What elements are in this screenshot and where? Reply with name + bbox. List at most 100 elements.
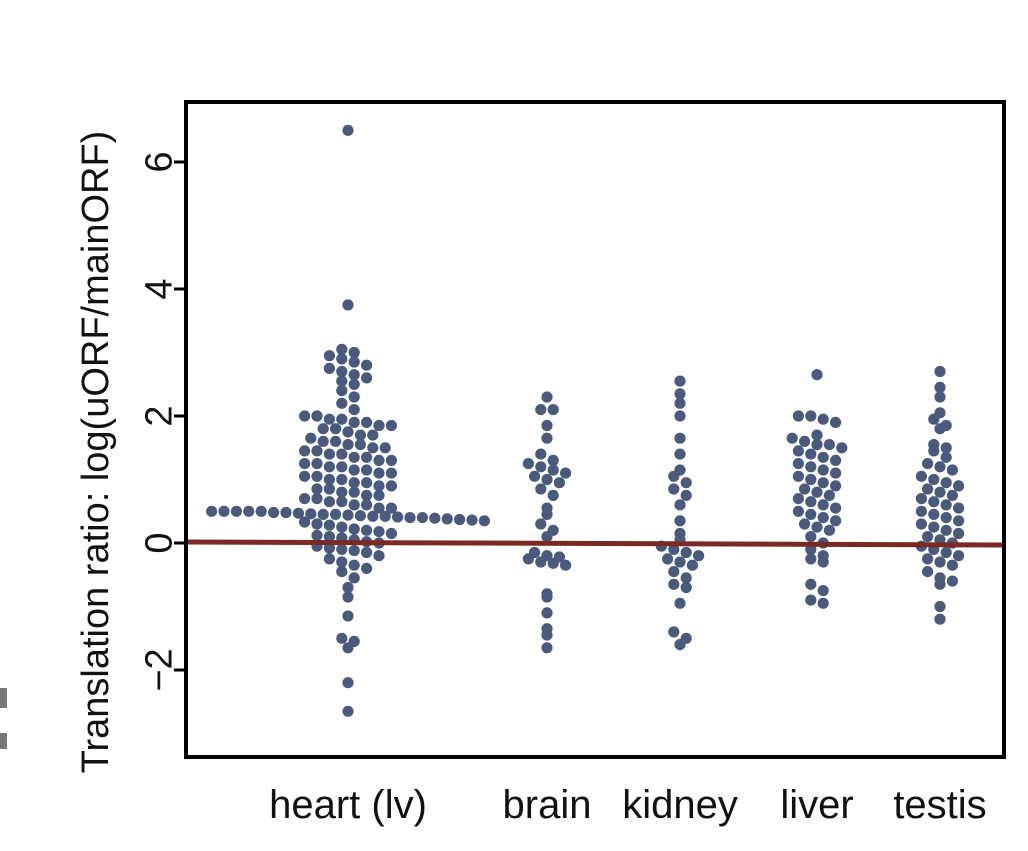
- data-point-testis-17: [953, 480, 965, 492]
- data-point-heartlv-12: [336, 375, 348, 387]
- data-point-liver-16: [805, 461, 817, 473]
- data-point-kidney-5: [674, 448, 686, 460]
- data-point-brain-25: [535, 556, 547, 568]
- data-point-brain-17: [541, 508, 553, 520]
- data-point-heartlv-68: [299, 493, 311, 505]
- data-point-testis-29: [915, 518, 928, 530]
- data-point-brain-2: [547, 404, 559, 416]
- data-point-brain-18: [535, 518, 547, 530]
- data-point-heartlv-118: [373, 550, 385, 562]
- data-point-kidney-11: [674, 499, 686, 511]
- data-point-liver-7: [799, 435, 811, 447]
- data-point-heartlv-17: [348, 404, 360, 416]
- data-point-heartlv-5: [336, 353, 348, 365]
- data-point-heartlv-79: [243, 505, 255, 517]
- data-point-testis-12: [934, 461, 946, 473]
- data-point-brain-7: [522, 458, 535, 470]
- data-point-heartlv-96: [454, 513, 466, 526]
- data-point-liver-32: [817, 511, 829, 524]
- data-point-brain-15: [547, 489, 559, 501]
- data-point-heartlv-88: [354, 510, 366, 522]
- data-point-heartlv-29: [354, 429, 366, 441]
- data-point-testis-15: [928, 473, 940, 486]
- plot-area: [184, 100, 1006, 759]
- data-point-brain-33: [541, 642, 553, 654]
- data-point-heartlv-16: [336, 397, 348, 409]
- data-point-testis-10: [940, 451, 952, 463]
- data-point-kidney-27: [668, 626, 680, 638]
- data-point-kidney-29: [674, 639, 686, 651]
- data-point-heartlv-108: [323, 531, 335, 543]
- data-point-heartlv-125: [342, 581, 354, 594]
- edge-mark-top: [0, 688, 7, 708]
- data-point-brain-11: [529, 470, 541, 482]
- y-tick-label: 4: [138, 278, 180, 299]
- data-point-heartlv-75: [385, 502, 397, 514]
- data-point-heartlv-93: [416, 511, 428, 524]
- data-point-kidney-1: [674, 388, 686, 400]
- data-point-testis-9: [928, 445, 940, 457]
- data-point-heartlv-85: [317, 508, 329, 520]
- data-point-testis-18: [922, 483, 934, 495]
- data-point-testis-42: [946, 559, 959, 571]
- data-point-liver-9: [823, 439, 836, 451]
- data-point-kidney-12: [674, 515, 686, 527]
- data-point-testis-39: [953, 550, 965, 562]
- data-point-liver-24: [811, 486, 823, 498]
- data-point-heartlv-24: [373, 419, 385, 432]
- x-axis: heart (lv) brain kidney liver testis: [269, 783, 987, 827]
- data-point-testis-16: [940, 477, 952, 489]
- data-point-heartlv-132: [342, 705, 354, 717]
- data-point-kidney-7: [668, 470, 680, 482]
- plot-frame: [184, 100, 1006, 759]
- data-point-heartlv-59: [361, 477, 373, 489]
- data-point-heartlv-61: [385, 480, 397, 492]
- data-point-liver-36: [823, 524, 836, 536]
- data-point-liver-37: [805, 531, 817, 543]
- data-point-heartlv-57: [336, 473, 348, 486]
- data-point-heartlv-95: [441, 513, 453, 525]
- data-point-heartlv-0: [342, 124, 354, 136]
- x-category-label: brain: [503, 783, 592, 827]
- data-point-heartlv-44: [373, 454, 385, 466]
- data-point-brain-32: [541, 629, 553, 641]
- data-point-heartlv-42: [348, 451, 360, 463]
- data-point-heartlv-130: [342, 642, 354, 654]
- x-category-label: liver: [780, 783, 853, 827]
- data-point-brain-26: [547, 557, 559, 569]
- data-point-testis-27: [940, 511, 952, 524]
- data-point-heartlv-104: [361, 524, 373, 536]
- data-point-testis-45: [946, 575, 959, 587]
- data-point-testis-33: [922, 531, 934, 543]
- data-point-heartlv-4: [323, 350, 335, 362]
- data-point-heartlv-126: [342, 591, 354, 603]
- data-point-kidney-19: [662, 553, 674, 565]
- data-point-heartlv-8: [323, 362, 335, 374]
- data-point-kidney-0: [674, 375, 686, 387]
- data-point-heartlv-55: [311, 470, 323, 482]
- data-point-brain-9: [547, 464, 559, 476]
- x-category-label: testis: [893, 783, 986, 827]
- data-point-heartlv-60: [373, 480, 385, 492]
- data-point-testis-38: [940, 546, 952, 559]
- data-point-liver-1: [792, 410, 805, 422]
- data-point-heartlv-33: [330, 435, 342, 447]
- data-point-heartlv-98: [478, 515, 490, 527]
- data-point-liver-31: [805, 508, 817, 520]
- data-point-kidney-22: [668, 566, 680, 578]
- data-point-heartlv-9: [336, 365, 348, 378]
- data-point-kidney-25: [680, 581, 692, 594]
- data-point-heartlv-73: [361, 499, 373, 511]
- data-point-kidney-10: [680, 489, 692, 501]
- data-point-heartlv-45: [385, 454, 397, 466]
- data-point-liver-30: [792, 505, 805, 517]
- data-point-heartlv-18: [299, 410, 311, 422]
- data-point-kidney-26: [674, 597, 686, 609]
- data-point-heartlv-115: [336, 543, 348, 556]
- data-point-heartlv-27: [330, 423, 342, 435]
- data-point-heartlv-13: [348, 378, 360, 390]
- data-point-heartlv-19: [311, 410, 323, 422]
- data-point-heartlv-69: [311, 493, 323, 505]
- data-point-heartlv-41: [336, 448, 348, 460]
